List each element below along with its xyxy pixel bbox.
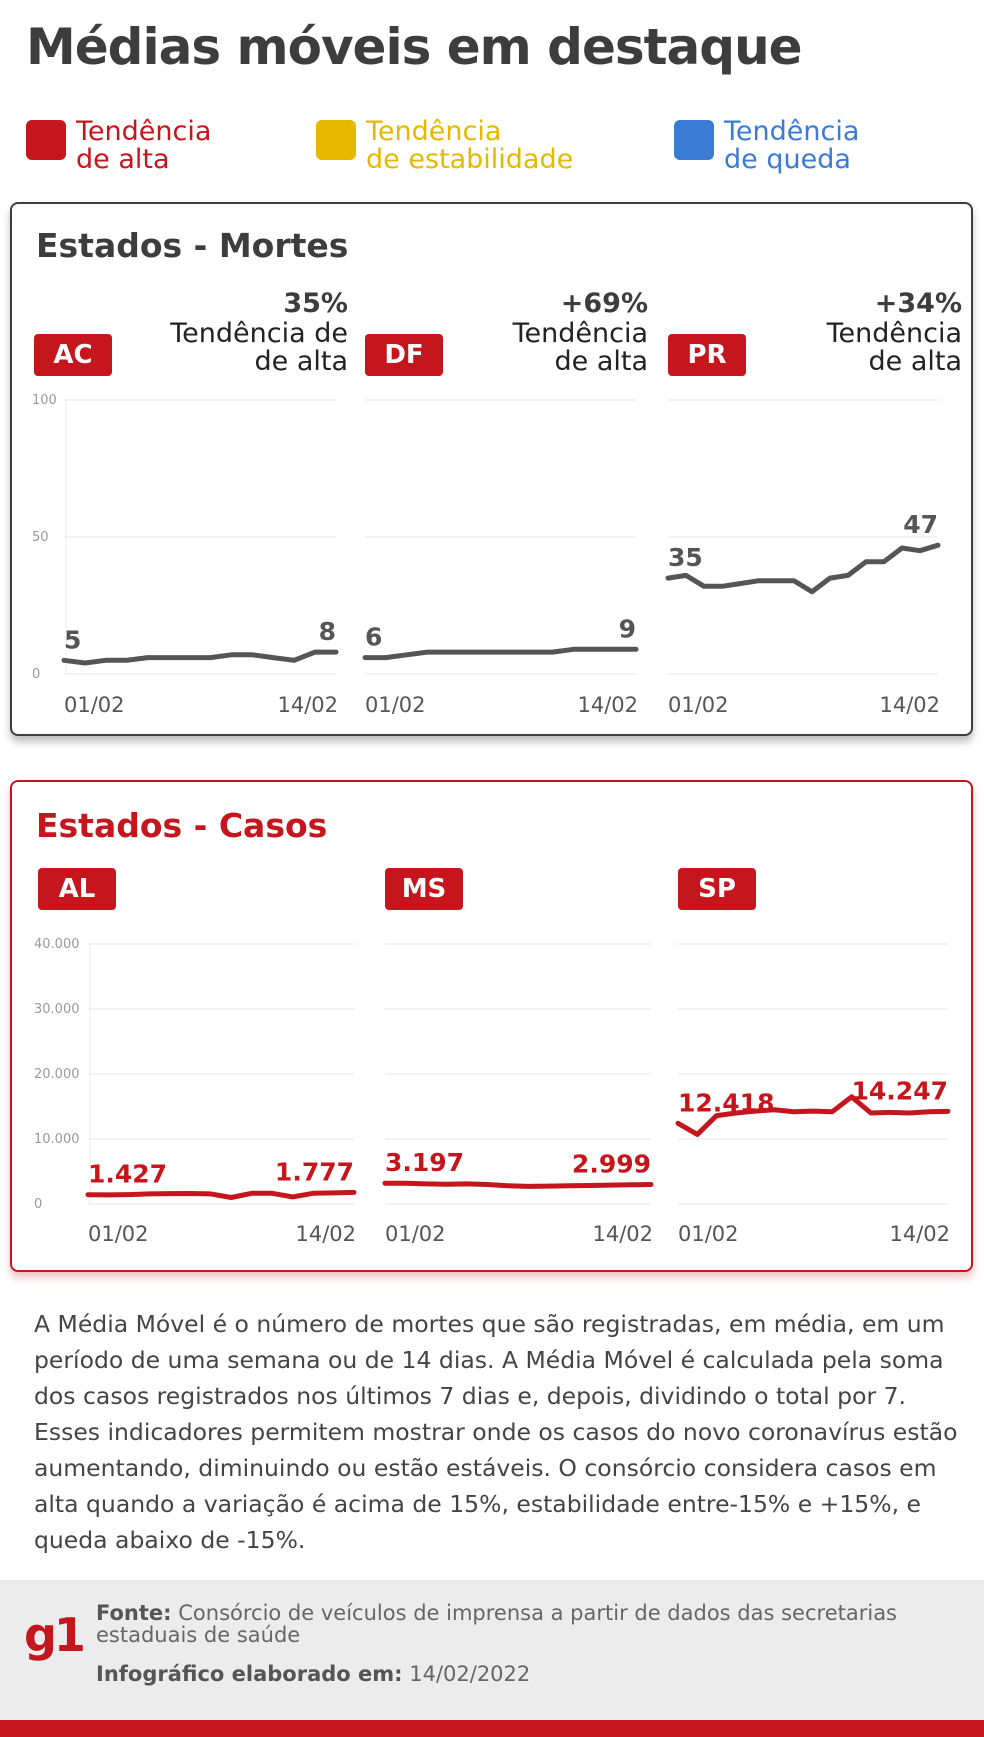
legend-falling: Tendência de queda	[674, 118, 859, 174]
y-tick-label: 20.000	[34, 1067, 80, 1082]
y-tick-label: 30.000	[34, 1002, 80, 1017]
x-tick-label: 14/02	[889, 1222, 950, 1246]
series-line-ac	[61, 649, 339, 666]
y-tick-label: 0	[34, 1197, 42, 1212]
legend-label-falling: Tendência de queda	[724, 116, 860, 175]
panel-deaths-title: Estados - Mortes	[36, 226, 349, 265]
series-line-df	[362, 646, 639, 661]
footer-bar	[0, 1720, 984, 1737]
state-badge-sp: SP	[678, 868, 756, 910]
x-tick-label: 14/02	[277, 693, 338, 717]
trend-pr: Tendência de alta	[826, 318, 962, 377]
x-tick-label: 01/02	[88, 1222, 149, 1246]
state-badge-pr: PR	[668, 334, 746, 376]
series-line-sp	[675, 1094, 951, 1137]
footer: g1 Fonte: Consórcio de veículos de impre…	[0, 1580, 984, 1720]
y-tick-label: 50	[32, 530, 49, 545]
series-line-pr	[665, 542, 941, 595]
panel-cases-title: Estados - Casos	[36, 806, 328, 845]
y-tick-label: 0	[32, 667, 40, 682]
data-label-last: 14.247	[852, 1076, 948, 1105]
source-text: Fonte: Consórcio de veículos de imprensa…	[96, 1601, 897, 1647]
state-badge-al: AL	[38, 868, 116, 910]
data-label-first: 3.197	[385, 1148, 464, 1177]
data-label-last: 2.999	[572, 1150, 651, 1179]
trend-ac: Tendência de de alta	[170, 318, 348, 377]
legend-label-stable: Tendência de estabilidade	[366, 116, 574, 175]
data-label-last: 9	[619, 614, 636, 643]
x-tick-label: 14/02	[295, 1222, 356, 1246]
x-tick-label: 14/02	[879, 693, 940, 717]
g1-logo: g1	[24, 1608, 86, 1662]
panel-deaths: Estados - Mortes AC 35% Tendência de de a…	[10, 202, 973, 736]
x-tick-label: 14/02	[592, 1222, 653, 1246]
pct-pr: +34%	[874, 288, 962, 319]
panel-cases: Estados - Casos AL MS SP 0 10.000 20.000 30…	[10, 780, 973, 1272]
x-tick-label: 01/02	[365, 693, 426, 717]
methodology-note: A Média Móvel é o número de mortes que s…	[34, 1310, 958, 1554]
made-date: Infográfico elaborado em: 14/02/2022	[96, 1662, 531, 1686]
data-label-last: 47	[903, 510, 938, 539]
series-line-ms	[382, 1180, 654, 1189]
x-tick-label: 14/02	[577, 693, 638, 717]
x-tick-label: 01/02	[668, 693, 729, 717]
pct-ac: 35%	[283, 288, 348, 319]
data-label-first: 35	[668, 543, 703, 572]
y-tick-label: 100	[32, 393, 57, 408]
data-label-first: 1.427	[88, 1160, 167, 1189]
state-badge-df: DF	[365, 334, 443, 376]
deaths-charts-svg: 0 50 100 5 8 01/02 14/02 6 9 01/02 14/02 35 47 01/02 1…	[32, 393, 941, 717]
data-label-first: 5	[64, 625, 81, 654]
legend-swatch-stable	[316, 120, 356, 160]
data-label-first: 6	[365, 623, 382, 652]
cases-charts-svg: 0 10.000 20.000 30.000 40.000 1.427 1.777 01/02…	[34, 937, 951, 1246]
x-tick-label: 01/02	[64, 693, 125, 717]
state-badge-ms: MS	[385, 868, 463, 910]
legend-label-high: Tendência de alta	[76, 116, 212, 175]
legend-swatch-falling	[674, 120, 714, 160]
legend-stable: Tendência de estabilidade	[316, 118, 573, 174]
page-title: Médias móveis em destaque	[26, 18, 803, 76]
legend-swatch-high	[26, 120, 66, 160]
trend-df: Tendência de alta	[512, 318, 648, 377]
data-label-last: 1.777	[275, 1157, 354, 1186]
pct-df: +69%	[560, 288, 648, 319]
x-tick-label: 01/02	[678, 1222, 739, 1246]
y-tick-label: 10.000	[34, 1132, 80, 1147]
data-label-last: 8	[319, 617, 336, 646]
series-line-al	[85, 1189, 357, 1200]
y-tick-label: 40.000	[34, 937, 80, 952]
legend-high: Tendência de alta	[26, 118, 211, 174]
x-tick-label: 01/02	[385, 1222, 446, 1246]
data-label-first: 12.418	[678, 1088, 774, 1117]
state-badge-ac: AC	[34, 334, 112, 376]
